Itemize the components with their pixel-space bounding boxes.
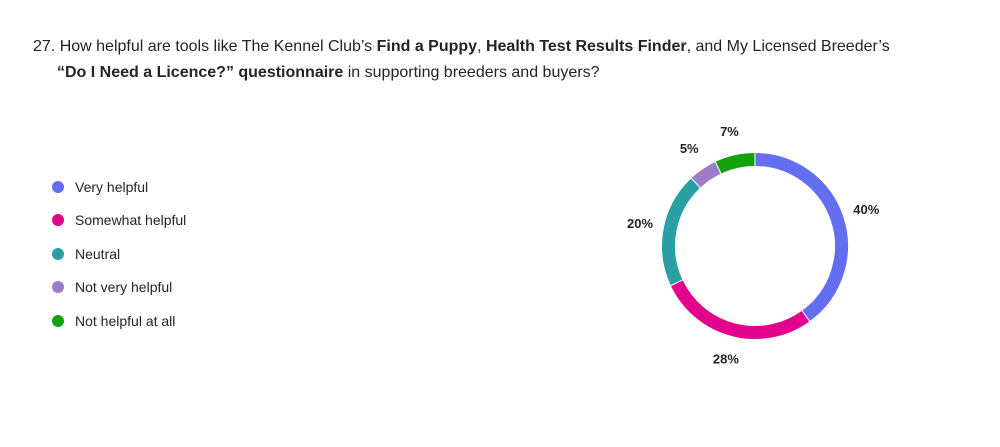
question-tool-find-a-puppy: Find a Puppy [376,38,478,55]
legend-label: Not helpful at all [75,312,176,329]
question-part-2: , [477,38,486,55]
legend-item[interactable]: Somewhat helpful [52,204,186,238]
legend-swatch [52,214,64,227]
question-number: 27. [33,38,56,55]
chart-legend: Very helpful Somewhat helpful Neutral Not v… [52,170,186,338]
question-tool-licence-questionnaire: “Do I Need a Licence?” questionnaire [57,64,344,81]
legend-label: Somewhat helpful [75,212,187,229]
slice-percent-label: 5% [680,141,699,156]
legend-label: Neutral [75,245,121,262]
legend-label: Not very helpful [75,279,173,296]
donut-slice[interactable] [662,178,701,286]
legend-item[interactable]: Not helpful at all [52,304,186,338]
slice-percent-label: 40% [853,202,879,217]
legend-swatch [52,247,64,260]
legend-swatch [52,281,64,294]
slice-percent-label: 28% [713,351,739,366]
legend-swatch [52,314,64,327]
donut-chart: 40% 28% 20% 5% 7% [627,124,880,367]
donut-slice[interactable] [715,153,755,174]
question-text: 27. How helpful are tools like The Kenne… [33,34,933,86]
question-tool-health-test-results-finder: Health Test Results Finder [485,38,687,55]
donut-slice[interactable] [671,280,810,339]
slice-percent-label: 20% [627,216,653,231]
legend-item[interactable]: Very helpful [52,170,186,204]
slice-percent-label: 7% [720,124,739,139]
question-part-4: in supporting breeders and buyers? [343,64,600,81]
legend-item[interactable]: Neutral [52,237,186,271]
question-part-3: , and My Licensed Breeder’s [686,38,890,55]
donut-slice[interactable] [755,153,848,321]
legend-swatch [52,180,64,193]
donut-slice[interactable] [691,162,721,188]
question-part-1: How helpful are tools like The Kennel Cl… [55,38,377,55]
legend-item[interactable]: Not very helpful [52,271,186,305]
legend-label: Very helpful [75,178,149,195]
